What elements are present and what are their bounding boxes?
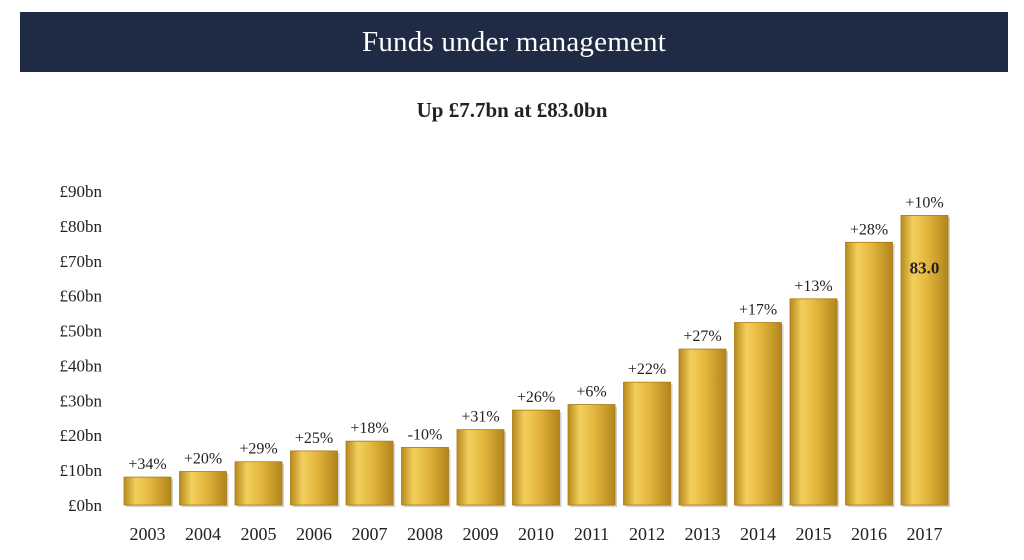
x-tick-label: 2017 — [907, 524, 943, 544]
bar-2015 — [789, 298, 838, 506]
y-tick-label: £70bn — [60, 252, 103, 271]
x-tick-label: 2006 — [296, 524, 332, 544]
bar-2009 — [456, 429, 505, 506]
y-tick-label: £60bn — [60, 287, 103, 306]
header-title: Funds under management — [361, 25, 666, 58]
x-tick-label: 2007 — [352, 524, 388, 544]
growth-label: +6% — [576, 384, 606, 401]
growth-label: +29% — [239, 441, 277, 458]
x-tick-label: 2009 — [463, 524, 499, 544]
x-tick-label: 2011 — [574, 524, 609, 544]
bar-2010 — [512, 409, 560, 506]
x-tick-label: 2016 — [851, 524, 887, 544]
bar-2013 — [678, 348, 727, 506]
growth-label: +20% — [184, 451, 222, 468]
x-tick-label: 2005 — [241, 524, 277, 544]
bar-2008 — [401, 447, 449, 506]
y-tick-label: £40bn — [60, 356, 103, 375]
x-tick-label: 2003 — [130, 524, 166, 544]
value-label: 83.0 — [910, 258, 940, 277]
y-tick-label: £10bn — [60, 461, 103, 480]
bar-2005 — [234, 461, 283, 506]
bar-2017 — [900, 215, 949, 506]
growth-label: +13% — [794, 278, 832, 295]
x-tick-label: 2010 — [518, 524, 554, 544]
growth-label: +34% — [128, 456, 166, 473]
y-tick-label: £0bn — [68, 496, 103, 515]
header-banner: Funds under management — [20, 12, 1008, 72]
growth-label: -10% — [408, 426, 443, 443]
growth-label: +17% — [739, 302, 777, 319]
growth-label: +22% — [628, 361, 666, 378]
bar-2016 — [845, 241, 893, 506]
growth-label: +18% — [350, 420, 388, 437]
bar-2014 — [734, 322, 782, 506]
x-tick-label: 2008 — [407, 524, 443, 544]
y-tick-label: £50bn — [60, 322, 103, 341]
bar-2003 — [123, 476, 172, 506]
bar-2006 — [290, 450, 338, 506]
x-tick-label: 2015 — [796, 524, 832, 544]
y-tick-label: £30bn — [60, 391, 103, 410]
x-tick-label: 2004 — [185, 524, 221, 544]
growth-label: +26% — [517, 389, 555, 406]
y-tick-label: £90bn — [60, 182, 103, 201]
growth-label: +31% — [461, 409, 499, 426]
bar-2007 — [345, 440, 394, 506]
growth-label: +28% — [850, 221, 888, 238]
chart-title: Up £7.7bn at £83.0bn — [416, 98, 608, 122]
growth-label: +27% — [683, 328, 721, 345]
growth-label: +10% — [905, 194, 943, 211]
growth-label: +25% — [295, 430, 333, 447]
bar-2004 — [179, 471, 227, 506]
x-tick-label: 2014 — [740, 524, 776, 544]
x-tick-label: 2012 — [629, 524, 665, 544]
y-tick-label: £20bn — [60, 426, 103, 445]
bar-2012 — [623, 381, 671, 506]
bar-2011 — [567, 404, 616, 506]
x-tick-label: 2013 — [685, 524, 721, 544]
y-tick-label: £80bn — [60, 217, 103, 236]
